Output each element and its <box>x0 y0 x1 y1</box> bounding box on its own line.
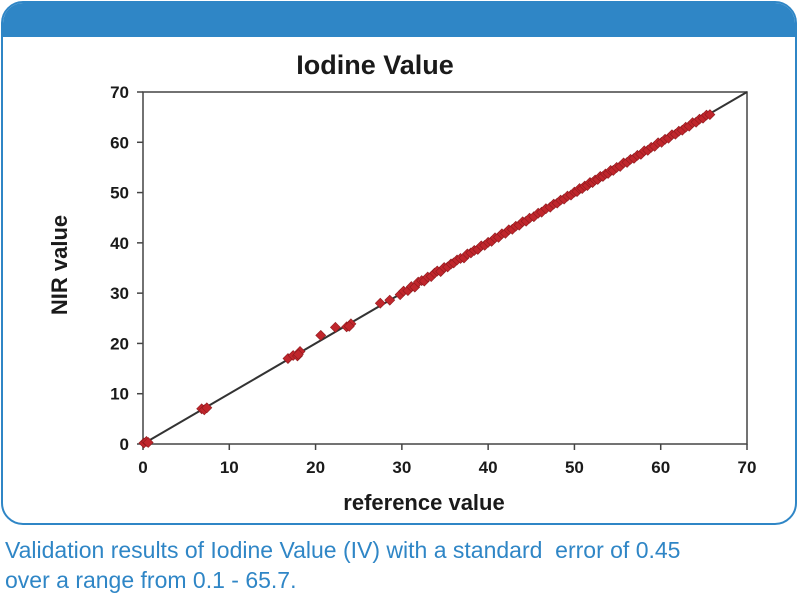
y-tick-label: 30 <box>110 284 129 303</box>
plot-area-frame <box>142 91 748 445</box>
caption-line-2: over a range from 0.1 - 65.7. <box>5 567 297 593</box>
x-tick-label: 20 <box>306 458 325 477</box>
caption-line-1: Validation results of Iodine Value (IV) … <box>5 537 681 563</box>
y-tick-label: 70 <box>110 83 129 102</box>
x-tick-label: 0 <box>138 458 147 477</box>
x-tick-label: 40 <box>479 458 498 477</box>
figure-panel <box>1 1 797 525</box>
y-axis-label: NIR value <box>47 215 72 315</box>
data-point <box>343 320 355 332</box>
data-point <box>292 349 304 360</box>
plot-layer: 0 10 20 30 40 50 60 70 0 10 20 30 40 50 60 70 <box>110 83 756 477</box>
data-point <box>374 297 386 309</box>
y-tick-label: 40 <box>110 234 129 253</box>
data-point <box>384 294 396 306</box>
y-tick-label: 50 <box>110 184 129 203</box>
data-point <box>315 329 327 341</box>
x-axis-label: reference value <box>343 490 504 515</box>
y-tick-label: 10 <box>110 385 129 404</box>
data-point <box>704 109 716 121</box>
figure-caption: Validation results of Iodine Value (IV) … <box>5 535 795 595</box>
x-tick-label: 70 <box>738 458 757 477</box>
x-tick-label: 50 <box>565 458 584 477</box>
data-point <box>329 321 341 333</box>
y-tick-label: 60 <box>110 133 129 152</box>
data-point <box>201 402 213 414</box>
chart-title: Iodine Value <box>296 50 454 80</box>
y-tick-label: 20 <box>110 334 129 353</box>
x-tick-label: 10 <box>220 458 239 477</box>
x-tick-label: 60 <box>651 458 670 477</box>
scatter-chart: Iodine Value 0 10 20 30 40 50 60 70 0 10 20 30 40 50 6… <box>47 50 756 515</box>
data-point <box>142 437 154 448</box>
y-tick-label: 0 <box>120 435 129 454</box>
x-tick-label: 30 <box>392 458 411 477</box>
panel-header-bar <box>3 3 795 37</box>
